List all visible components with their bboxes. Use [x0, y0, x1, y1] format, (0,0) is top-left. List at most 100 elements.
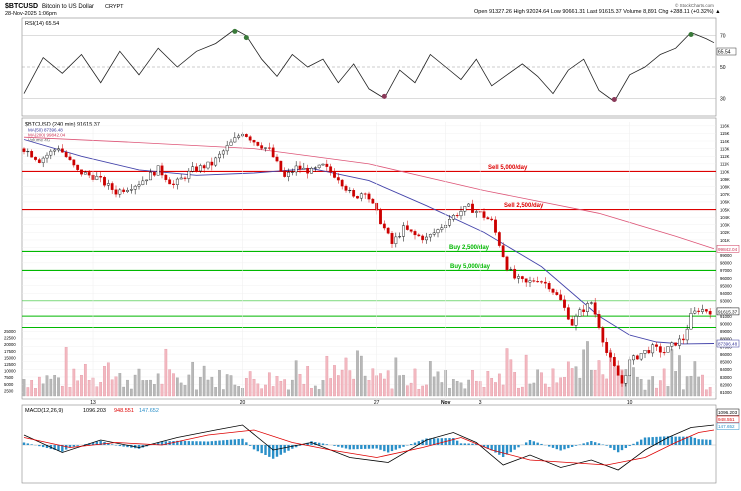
candle-body [130, 189, 132, 190]
volume-bar [575, 367, 577, 396]
volume-bar [184, 385, 186, 396]
candle-body [188, 171, 190, 178]
candle-body [30, 151, 32, 157]
volume-bar [464, 389, 466, 396]
candle-body [475, 212, 477, 213]
price-tick-label: 109K [720, 177, 730, 182]
volume-bar [506, 348, 508, 396]
volume-bar [525, 355, 527, 396]
volume-bar [188, 375, 190, 396]
volume-bar [34, 388, 36, 396]
candle-body [299, 166, 301, 169]
volume-bar [257, 384, 259, 396]
volume-bar [674, 371, 676, 396]
volume-bar [659, 380, 661, 396]
volume-bar [490, 378, 492, 396]
candle-body [694, 311, 696, 313]
candle-body [701, 309, 703, 311]
macd-histogram-bar [180, 441, 182, 445]
volume-bar [487, 371, 489, 396]
volume-bar [111, 380, 113, 396]
volume-bar [264, 385, 266, 396]
volume-bar [429, 361, 431, 396]
candle-body [211, 162, 213, 165]
candle-body [448, 219, 450, 225]
volume-bar [333, 365, 335, 396]
candle-body [214, 158, 216, 165]
candle-body [705, 309, 707, 311]
volume-bar [398, 376, 400, 396]
volume-bar [410, 383, 412, 396]
macd-histogram-bar [398, 445, 400, 448]
volume-bar [57, 378, 59, 396]
macd-histogram-bar [115, 445, 117, 446]
candle-body [260, 146, 262, 149]
volume-bar [314, 386, 316, 396]
candle-body [199, 165, 201, 170]
candle-body [682, 339, 684, 340]
macd-histogram-bar [690, 437, 692, 445]
volume-bar [38, 377, 40, 396]
volume-bar [168, 370, 170, 396]
macd-histogram-bar [230, 440, 232, 445]
macd-histogram-bar [640, 440, 642, 445]
macd-histogram-bar [387, 445, 389, 453]
candle-body [172, 184, 174, 185]
macd-histogram-bar [241, 439, 243, 445]
candle-body [563, 300, 565, 308]
macd-histogram-bar [594, 442, 596, 445]
candle-body [34, 157, 36, 159]
volume-tick-label: 10000 [4, 369, 16, 374]
candle-body [605, 342, 607, 353]
candle-body [621, 375, 623, 383]
volume-bar [260, 389, 262, 396]
rsi-overbought-fill [232, 29, 237, 34]
macd-histogram-bar [460, 443, 462, 445]
price-tick-label: 86000 [720, 352, 732, 357]
volume-bar [145, 380, 147, 396]
volume-bar [640, 379, 642, 396]
volume-bar [226, 374, 228, 396]
candle-body [237, 136, 239, 138]
macd-histogram-bar [525, 442, 527, 445]
volume-bar [268, 373, 270, 396]
macd-histogram-bar [513, 445, 515, 450]
candle-body [533, 281, 535, 282]
candle-body [180, 178, 182, 179]
macd-histogram-bar [613, 445, 615, 450]
volume-bar [280, 381, 282, 396]
candle-body [663, 352, 665, 353]
volume-bar [667, 386, 669, 396]
macd-histogram-bar [222, 440, 224, 445]
volume-bar [709, 387, 711, 396]
macd-tag-text: 948.551 [718, 417, 735, 422]
volume-bar [153, 384, 155, 396]
volume-bar [165, 349, 167, 396]
candle-body [257, 142, 259, 145]
price-tick-label: 97000 [720, 268, 732, 273]
macd-histogram-bar [195, 441, 197, 445]
macd-histogram-bar [257, 445, 259, 451]
macd-histogram-bar [471, 444, 473, 445]
candle-body [425, 237, 427, 240]
volume-bar [322, 380, 324, 396]
candle-body [295, 166, 297, 172]
macd-panel: MACD(12,26,9) 1096.203 948.551 147.652 1… [22, 405, 739, 483]
macd-histogram-bar [291, 445, 293, 449]
candle-body [80, 170, 82, 174]
macd-histogram-bar [23, 443, 25, 446]
volume-tick-label: 20000 [4, 342, 16, 347]
volume-bar [30, 380, 32, 396]
rsi-label: RSI(14) 65.54 [25, 21, 59, 27]
volume-bar [498, 374, 500, 396]
rsi-tick-label: 50 [720, 65, 726, 71]
volume-bar [53, 375, 55, 396]
macd-histogram-bar [245, 442, 247, 445]
macd-histogram-bar [598, 443, 600, 445]
candle-body [540, 282, 542, 283]
level-label: Buy 2,500/day [449, 245, 490, 251]
macd-histogram-bar [260, 445, 262, 453]
price-tick-label: 99000 [720, 253, 732, 258]
volume-bar [406, 386, 408, 396]
